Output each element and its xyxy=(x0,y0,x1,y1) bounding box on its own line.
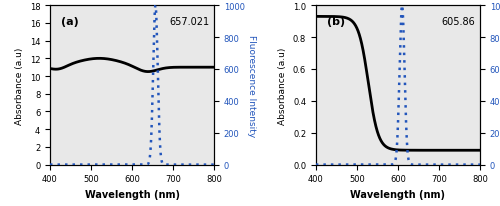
X-axis label: Wavelength (nm): Wavelength (nm) xyxy=(84,189,180,199)
Text: 657.021: 657.021 xyxy=(169,17,209,27)
Text: 605.86: 605.86 xyxy=(442,17,475,27)
Text: (a): (a) xyxy=(62,17,79,27)
X-axis label: Wavelength (nm): Wavelength (nm) xyxy=(350,189,446,199)
Text: (b): (b) xyxy=(328,17,345,27)
Y-axis label: Fluorescence Intensity: Fluorescence Intensity xyxy=(247,35,256,136)
Y-axis label: Absorbance (a.u): Absorbance (a.u) xyxy=(278,47,287,124)
Y-axis label: Absorbance (a.u): Absorbance (a.u) xyxy=(15,47,24,124)
